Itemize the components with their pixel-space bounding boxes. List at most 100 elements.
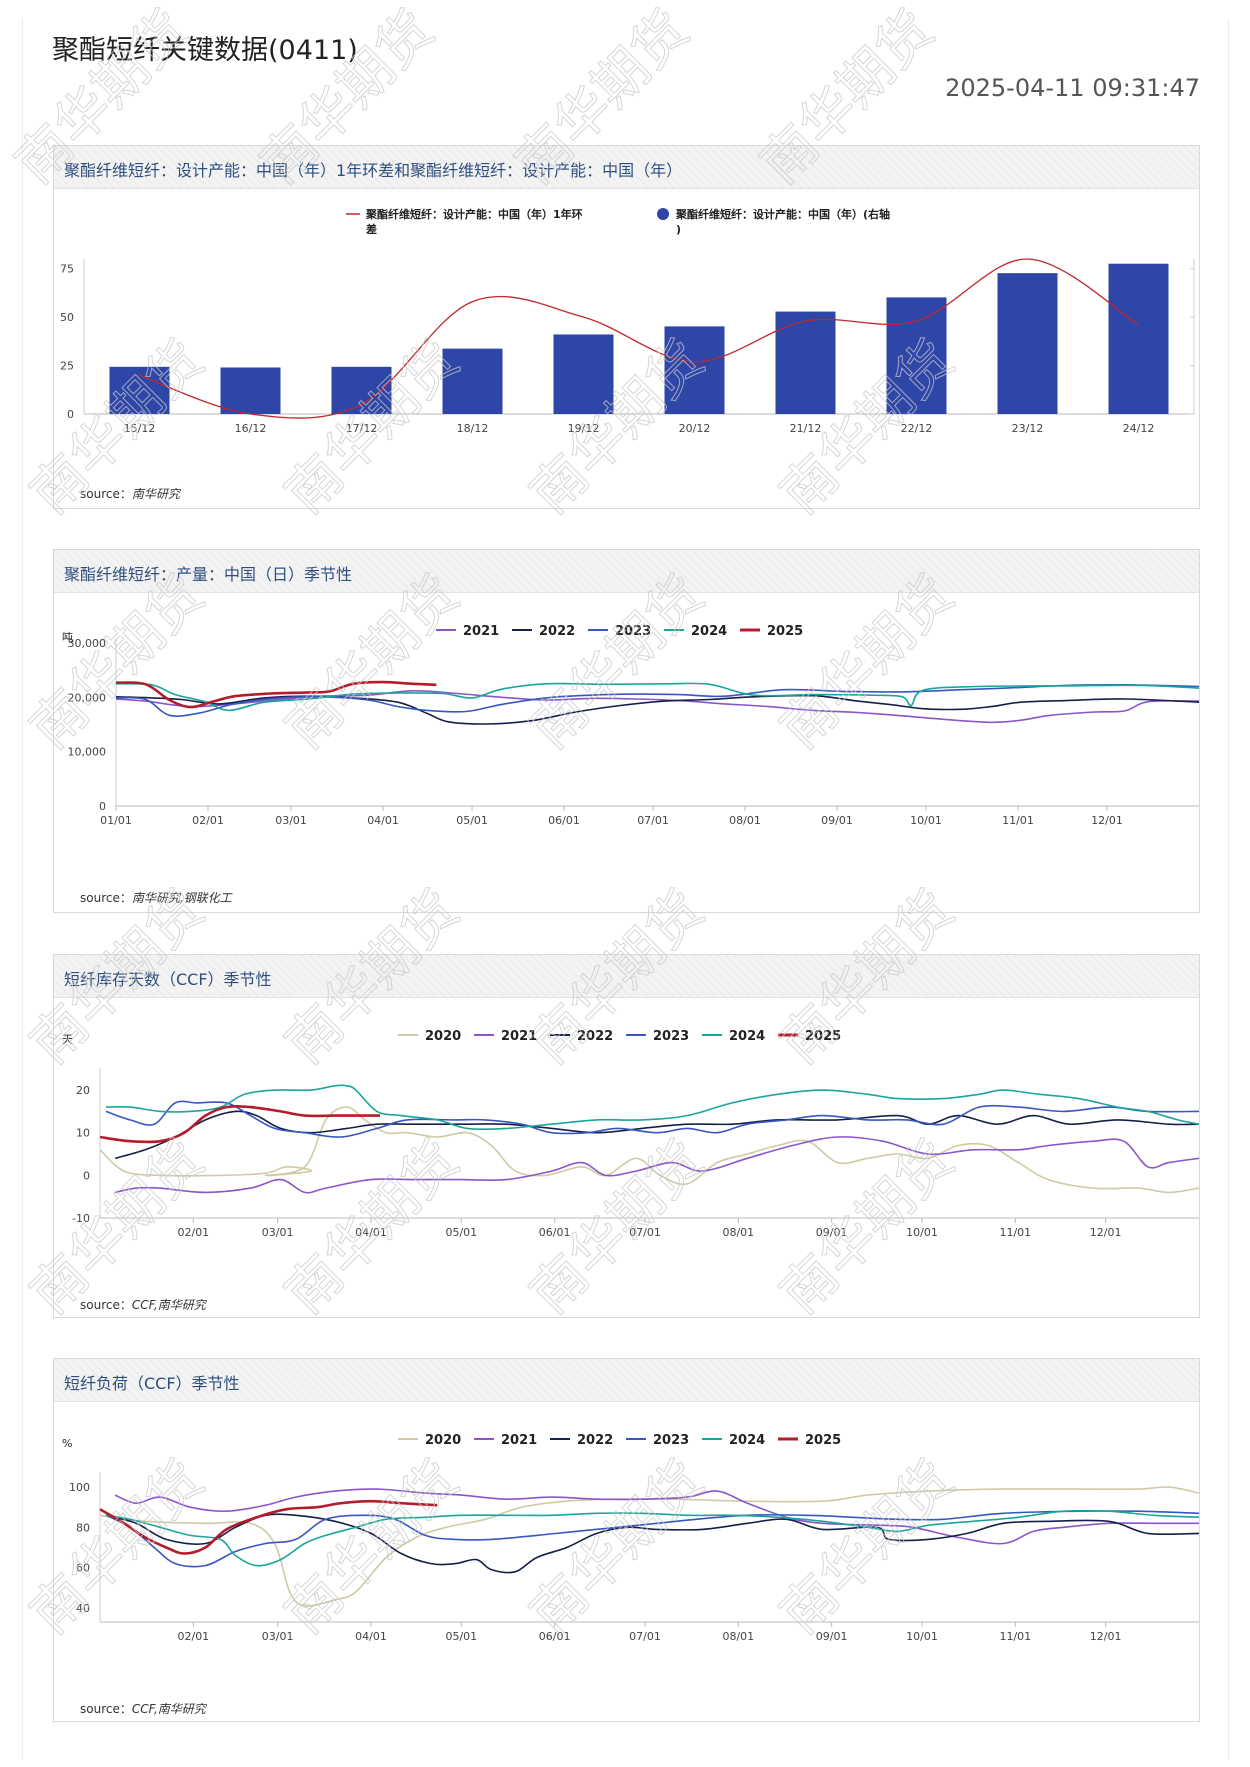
x-tick-label: 04/01 — [367, 814, 399, 827]
panel-header: 聚酯纤维短纤：设计产能：中国（年）1年环差和聚酯纤维短纤：设计产能：中国（年） — [54, 146, 1199, 189]
page-frame-left — [22, 20, 23, 1760]
x-tick-label: 07/01 — [637, 814, 669, 827]
legend-label: 2023 — [653, 1433, 689, 1448]
x-tick-label: 20/12 — [679, 422, 711, 435]
x-tick-label: 05/01 — [456, 814, 488, 827]
x-tick-label: 09/01 — [816, 1226, 848, 1239]
legend-label: 2021 — [501, 1029, 537, 1044]
legend-label: 2023 — [653, 1029, 689, 1044]
legend-label: 2020 — [425, 1433, 461, 1448]
x-tick-label: 12/01 — [1090, 1226, 1122, 1239]
series-line-2025 — [115, 680, 437, 709]
x-tick-label: 08/01 — [729, 814, 761, 827]
source-name: 南华研究 — [131, 487, 180, 501]
y-tick-label: 20 — [76, 1084, 90, 1097]
capacity-change-line — [139, 258, 1139, 419]
series-line-2022 — [115, 694, 1199, 725]
y-tick-label: 0 — [83, 1169, 90, 1182]
source-note: source：南华研究,钢联化工 — [80, 889, 232, 906]
x-tick-label: 02/01 — [192, 814, 224, 827]
x-tick-label: 06/01 — [539, 1630, 571, 1643]
x-tick-label: 12/01 — [1091, 814, 1123, 827]
y-tick-label: 75 — [60, 263, 74, 276]
legend-label: 2021 — [501, 1433, 537, 1448]
source-note: source：CCF,南华研究 — [80, 1296, 206, 1313]
y-unit-label: % — [62, 1437, 72, 1450]
x-tick-label: 02/01 — [177, 1226, 209, 1239]
x-tick-label: 24/12 — [1123, 422, 1155, 435]
y-tick-label: 10,000 — [68, 746, 107, 759]
x-tick-label: 11/01 — [999, 1226, 1031, 1239]
x-tick-label: 07/01 — [629, 1630, 661, 1643]
series-line-2023 — [115, 683, 1199, 717]
series-line-2024 — [105, 1509, 1199, 1567]
capacity-bar — [886, 297, 947, 414]
series-line-2025 — [99, 1499, 438, 1555]
x-tick-label: 03/01 — [262, 1226, 294, 1239]
series-line-2025 — [99, 1105, 380, 1144]
panel-title: 聚酯纤维短纤：产量：中国（日）季节性 — [64, 565, 353, 584]
capacity-bar — [220, 367, 281, 414]
panel-header: 聚酯纤维短纤：产量：中国（日）季节性 — [54, 550, 1199, 593]
x-tick-label: 23/12 — [1012, 422, 1044, 435]
y-unit-label: 吨 — [62, 631, 73, 644]
source-name: 南华研究,钢联化工 — [131, 891, 232, 905]
capacity-bar — [442, 348, 503, 414]
x-tick-label: 08/01 — [722, 1630, 754, 1643]
legend-label: 聚酯纤维短纤：设计产能：中国（年）(右轴 — [675, 207, 890, 221]
series-line-2021 — [114, 1136, 1199, 1194]
y-tick-label: 40 — [76, 1602, 90, 1615]
x-tick-label: 18/12 — [457, 422, 489, 435]
y-tick-label: 100 — [69, 1481, 90, 1494]
x-tick-label: 11/01 — [999, 1630, 1031, 1643]
legend-label: 2025 — [767, 624, 803, 639]
legend-label: 2024 — [691, 624, 727, 639]
x-tick-label: 05/01 — [445, 1226, 477, 1239]
x-tick-label: 16/12 — [235, 422, 267, 435]
legend-label: 差 — [366, 222, 377, 236]
y-tick-label: 60 — [76, 1562, 90, 1575]
y-tick-label: 20,000 — [68, 691, 107, 704]
source-prefix: source： — [80, 487, 132, 501]
x-tick-label: 11/01 — [1002, 814, 1034, 827]
x-tick-label: 21/12 — [790, 422, 822, 435]
operating-rate-chart: % 40 60 80 100 02/01 03/01 04/01 05/01 06/01 07/01… — [62, 1433, 1199, 1643]
source-name: CCF,南华研究 — [131, 1702, 206, 1716]
y-unit-label: 天 — [62, 1033, 73, 1046]
panel-title: 短纤库存天数（CCF）季节性 — [64, 970, 272, 989]
capacity-bar — [109, 366, 170, 414]
x-tick-label: 10/01 — [906, 1630, 938, 1643]
legend-dot-marker — [657, 208, 669, 220]
legend-label: 2022 — [577, 1433, 613, 1448]
capacity-bar — [331, 366, 392, 414]
source-prefix: source： — [80, 1702, 132, 1716]
legend-label: 2024 — [729, 1433, 765, 1448]
x-tick-label: 09/01 — [816, 1630, 848, 1643]
x-tick-label: 19/12 — [568, 422, 600, 435]
series-line-2022 — [114, 1110, 1199, 1160]
capacity-chart: 0 25 50 75 15/12 16/12 17/12 18/12 19/12 20/12 21/… — [60, 207, 1195, 435]
x-tick-label: 08/01 — [722, 1226, 754, 1239]
report-timestamp: 2025-04-11 09:31:47 — [945, 74, 1200, 102]
legend-label: 聚酯纤维短纤：设计产能：中国（年）1年环 — [365, 207, 583, 221]
page-frame-right — [1228, 20, 1229, 1760]
source-prefix: source： — [80, 1298, 132, 1312]
output-seasonal-chart: 吨 0 10,000 20,000 30,000 01/01 02/01 03/01 04/01… — [62, 624, 1199, 827]
y-tick-label: 10 — [76, 1127, 90, 1140]
y-tick-label: 0 — [67, 408, 74, 421]
series-line-2020 — [99, 1486, 1199, 1607]
x-tick-label: 01/01 — [100, 814, 132, 827]
series-line-2020 — [99, 1106, 1199, 1194]
legend-label: ) — [676, 223, 681, 236]
inventory-days-panel: 短纤库存天数（CCF）季节性 天 -10 0 10 20 02/01 03/01 04/01 0… — [53, 954, 1200, 1318]
legend-label: 2025 — [805, 1029, 841, 1044]
series-line-2023 — [105, 1510, 1199, 1568]
source-name: CCF,南华研究 — [131, 1298, 206, 1312]
legend-label: 2024 — [729, 1029, 765, 1044]
x-tick-label: 09/01 — [821, 814, 853, 827]
x-tick-label: 06/01 — [548, 814, 580, 827]
y-tick-label: 30,000 — [68, 637, 107, 650]
x-tick-label: 03/01 — [262, 1630, 294, 1643]
legend-label: 2025 — [805, 1433, 841, 1448]
panel-title: 聚酯纤维短纤：设计产能：中国（年）1年环差和聚酯纤维短纤：设计产能：中国（年） — [64, 161, 683, 180]
